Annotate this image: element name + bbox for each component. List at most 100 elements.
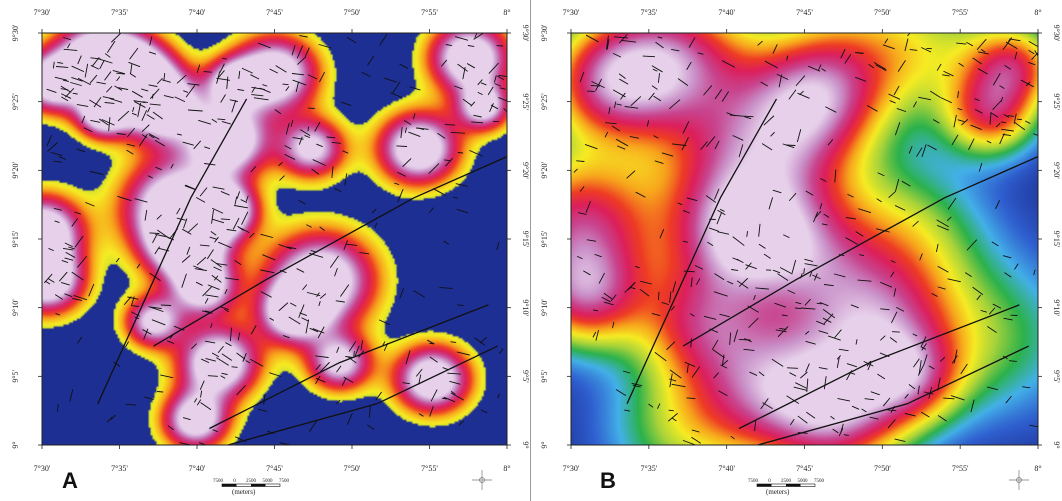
lineament [152,93,154,99]
lineament [205,294,219,298]
lineament [64,293,73,298]
lineament [786,55,789,61]
density-surface [42,33,507,445]
lineament [818,367,828,370]
lineament [128,61,141,68]
lineament [666,341,676,350]
right-tick-label: 9°30' [521,25,530,42]
lineament [156,214,162,220]
lineament [466,63,476,69]
north-arrow-icon [1009,470,1029,490]
lineament [315,355,329,358]
lineament [1034,50,1039,57]
lineament [836,356,840,368]
lineament [220,218,231,221]
lineament [183,90,189,93]
lineament [614,101,617,108]
lineament [220,375,226,379]
lineament [775,329,787,333]
lineament [54,76,67,81]
left-tick-label: 9°25' [11,93,20,110]
lineament [796,129,802,143]
lineament [947,197,957,210]
lineament [876,198,882,203]
lineament [763,253,771,259]
lineament [56,404,59,412]
scale-bar: 7500 0 2500 5000 7500 [213,479,290,487]
lineament [402,382,411,385]
lineament [789,372,797,377]
lineament [577,256,583,260]
lineament [44,273,53,284]
lineament [53,160,63,163]
lineament [225,342,232,347]
lineament [688,37,696,48]
lineament [68,246,75,250]
lineament [927,144,937,151]
lineament [418,374,422,385]
top-tick-label: 7°35' [111,8,128,17]
lineament [606,39,610,50]
lineament [236,191,240,199]
lineament [846,363,857,368]
lineament [52,61,55,69]
map-panel-b-svg: 7°30' 7°30' 7°35' 7°35' 7°40' 7°40' 7°45' 7°45'… [540,8,1061,490]
lineament [986,140,992,144]
lineament [134,101,146,108]
lineament [763,115,775,126]
lineament [167,425,174,431]
lineament [202,286,212,297]
lineament [46,135,52,147]
lineament [669,291,672,303]
lineament [260,233,274,238]
lineament [71,65,85,72]
lineament [148,51,157,55]
fault-line [209,304,489,430]
lineament [368,406,371,418]
lineament [908,146,913,154]
lineament [743,348,755,351]
lineament [112,70,126,75]
lineament [736,280,749,289]
lineament [823,376,827,390]
top-tick-label: 7°55' [421,8,438,17]
left-tick-label: 9°10' [11,299,20,316]
lineament [861,408,867,413]
lineament [210,323,213,328]
lineament [149,232,160,234]
lineament [428,163,440,174]
lineament [823,284,834,287]
lineament [764,60,778,69]
lineament [845,237,858,245]
lineament [71,77,83,82]
lineament [149,36,153,46]
right-tick-label: 9° [1052,441,1061,448]
lineament [706,136,716,147]
lineament [150,306,164,312]
lineament [730,435,735,440]
lineament [593,309,599,312]
lineament [686,397,696,400]
lineament [314,121,321,132]
lineament [980,310,987,313]
lineament [891,311,898,324]
lineament [654,160,664,164]
lineament [617,145,626,150]
lineament [144,209,148,221]
lineament [147,107,151,113]
lineament [211,352,220,358]
lineament [913,358,920,368]
scale-label: 7500 [748,479,759,484]
left-tick-label: 9°5' [540,369,549,382]
lineament [918,360,922,375]
lineament [936,63,942,71]
lineament [340,284,350,297]
lineament [450,341,457,343]
lineament [106,86,113,93]
lineament [812,274,821,280]
lineament [733,329,738,343]
lineament [408,131,421,137]
lineament [690,338,692,348]
lineament [870,391,880,396]
lineament [187,223,198,233]
